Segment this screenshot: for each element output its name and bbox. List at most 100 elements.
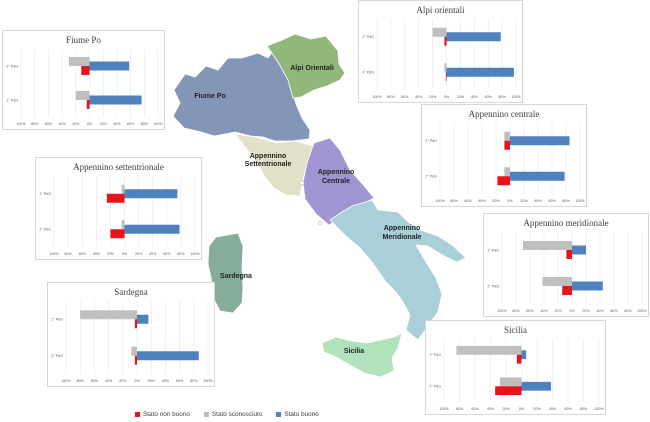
island-giglio	[318, 221, 322, 225]
category-label: 1° PdG	[362, 71, 374, 75]
x-tick-label: 100%	[594, 407, 604, 411]
bar-stato-sconosciuto	[121, 220, 125, 230]
bar-stato-buono	[446, 67, 514, 77]
bar-stato-sconosciuto	[75, 91, 90, 100]
x-tick-label: 20%	[135, 252, 143, 256]
x-tick-label: 0%	[507, 199, 513, 203]
x-tick-label: 60%	[526, 309, 534, 313]
legend-item-buono: Stato buono	[276, 410, 319, 418]
bar-stato-non-buono	[566, 250, 572, 259]
x-tick-label: 20%	[502, 407, 510, 411]
x-tick-label: 20%	[457, 95, 465, 99]
x-tick-label: 0%	[87, 122, 93, 126]
category-label: 1° PdG	[39, 192, 51, 196]
chart-title: Sicilia	[504, 325, 527, 335]
x-tick-label: 20%	[148, 379, 156, 383]
region-alpi-orientali	[266, 33, 346, 99]
x-tick-label: 80%	[456, 407, 464, 411]
bar-stato-non-buono	[81, 66, 90, 75]
bar-stato-buono	[137, 351, 199, 361]
map-label-alpi-orientali: Alpi Orientali	[290, 65, 334, 72]
x-tick-label: 20%	[582, 309, 590, 313]
chart-panel-fiume-po: Fiume Po 100% 80% 60% 40% 20% 0% 20% 40% 60% 80% 10…	[2, 30, 165, 130]
x-tick-label: 100%	[61, 379, 71, 383]
chart-svg: Sardegna 100% 80% 60% 40% 20% 0% 20% 40% 60% 80% 10…	[51, 287, 213, 383]
x-tick-label: 20%	[429, 95, 437, 99]
x-tick-label: 40%	[93, 252, 101, 256]
chart-title: Appennino centrale	[469, 109, 540, 119]
x-tick-label: 100%	[372, 95, 382, 99]
category-label: 2° PdG	[425, 139, 437, 143]
x-tick-label: 0%	[569, 309, 575, 313]
category-label: 2° PdG	[429, 385, 441, 389]
x-tick-label: 80%	[562, 199, 570, 203]
x-tick-label: 100%	[575, 199, 585, 203]
chart-svg: Alpi orientali 100% 80% 60% 40% 20% 0% 20% 40% 60…	[362, 5, 521, 99]
category-label: 2° PdG	[39, 228, 51, 232]
legend-item-non-buono: Stato non buono	[135, 411, 190, 418]
bar-stato-sconosciuto	[542, 277, 572, 286]
chart-panel-appennino-settentrionale: Appennino settentrionale 100% 80% 60% 40% 20%…	[35, 157, 202, 260]
chart-title: Appennino settentrionale	[73, 162, 164, 172]
x-tick-label: 60%	[548, 199, 556, 203]
chart-panel-appennino-centrale: Appennino centrale 100% 80% 60% 40% 20% 0% 20% 4…	[421, 104, 587, 207]
category-label: 1° PdG	[6, 98, 18, 102]
x-tick-label: 60%	[485, 95, 493, 99]
bar-stato-sconosciuto	[432, 27, 447, 37]
x-tick-label: 40%	[113, 122, 121, 126]
bar-stato-sconosciuto	[456, 345, 522, 355]
x-tick-label: 100%	[190, 252, 200, 256]
bar-stato-buono	[124, 224, 180, 234]
x-tick-label: 20%	[119, 379, 127, 383]
x-tick-label: 0%	[519, 407, 525, 411]
map-label-appennino-centrale-l1: Appennino	[318, 169, 355, 176]
bar-stato-buono	[89, 61, 130, 71]
bar-stato-buono	[572, 245, 586, 255]
x-tick-label: 60%	[464, 199, 472, 203]
x-tick-label: 80%	[141, 122, 149, 126]
legend: Stato non buono Stato sconosciuto Stato …	[135, 409, 319, 419]
chart-svg: Appennino meridionale 100% 80% 60% 40% 20% 0% 2…	[487, 218, 647, 313]
x-tick-label: 60%	[127, 122, 135, 126]
x-tick-label: 60%	[401, 95, 409, 99]
bar-stato-non-buono	[562, 286, 572, 295]
category-label: 2° PdG	[362, 35, 374, 39]
x-tick-label: 40%	[162, 379, 170, 383]
bar-stato-non-buono	[134, 355, 137, 365]
legend-label-buono: Stato buono	[284, 410, 319, 418]
bar-stato-buono	[521, 350, 527, 360]
x-tick-label: 40%	[471, 95, 479, 99]
x-tick-label: 60%	[471, 407, 479, 411]
x-tick-label: 0%	[134, 379, 140, 383]
region-appennino-settentrionale	[234, 133, 315, 197]
bar-stato-buono	[137, 314, 149, 324]
map-label-appennino-meridionale-l2: Meridionale	[383, 234, 422, 241]
map-label-fiume-po: Fiume Po	[194, 93, 226, 100]
map-label-sicilia: Sicilia	[344, 348, 364, 355]
x-tick-label: 20%	[72, 122, 80, 126]
chart-title: Fiume Po	[66, 35, 101, 45]
x-tick-label: 80%	[77, 379, 85, 383]
chart-panel-sardegna: Sardegna 100% 80% 60% 40% 20% 0% 20% 40% 60% 80% 10…	[47, 282, 215, 387]
map-label-sardegna: Sardegna	[220, 273, 252, 280]
x-tick-label: 40%	[596, 309, 604, 313]
x-tick-label: 100%	[49, 252, 59, 256]
category-label: 1° PdG	[425, 175, 437, 179]
chart-panel-alpi-orientali: Alpi orientali 100% 80% 60% 40% 20% 0% 20% 40% 60…	[358, 0, 523, 103]
x-tick-label: 40%	[58, 122, 66, 126]
x-tick-label: 100%	[511, 95, 521, 99]
region-appennino-meridionale	[329, 199, 467, 341]
x-tick-label: 60%	[91, 379, 99, 383]
category-label: 1° PdG	[429, 353, 441, 357]
x-tick-label: 100%	[203, 379, 213, 383]
x-tick-label: 100%	[153, 122, 163, 126]
x-tick-label: 60%	[45, 122, 53, 126]
category-label: 1° PdG	[487, 248, 499, 252]
map-label-appennino-settentrionale-l1: Appennino	[250, 153, 287, 160]
bar-stato-non-buono	[134, 319, 137, 329]
bar-stato-sconosciuto	[504, 167, 510, 177]
bar-stato-buono	[510, 171, 565, 181]
x-tick-label: 20%	[492, 199, 500, 203]
bar-stato-buono	[521, 381, 551, 391]
bar-stato-sconosciuto	[68, 57, 90, 66]
